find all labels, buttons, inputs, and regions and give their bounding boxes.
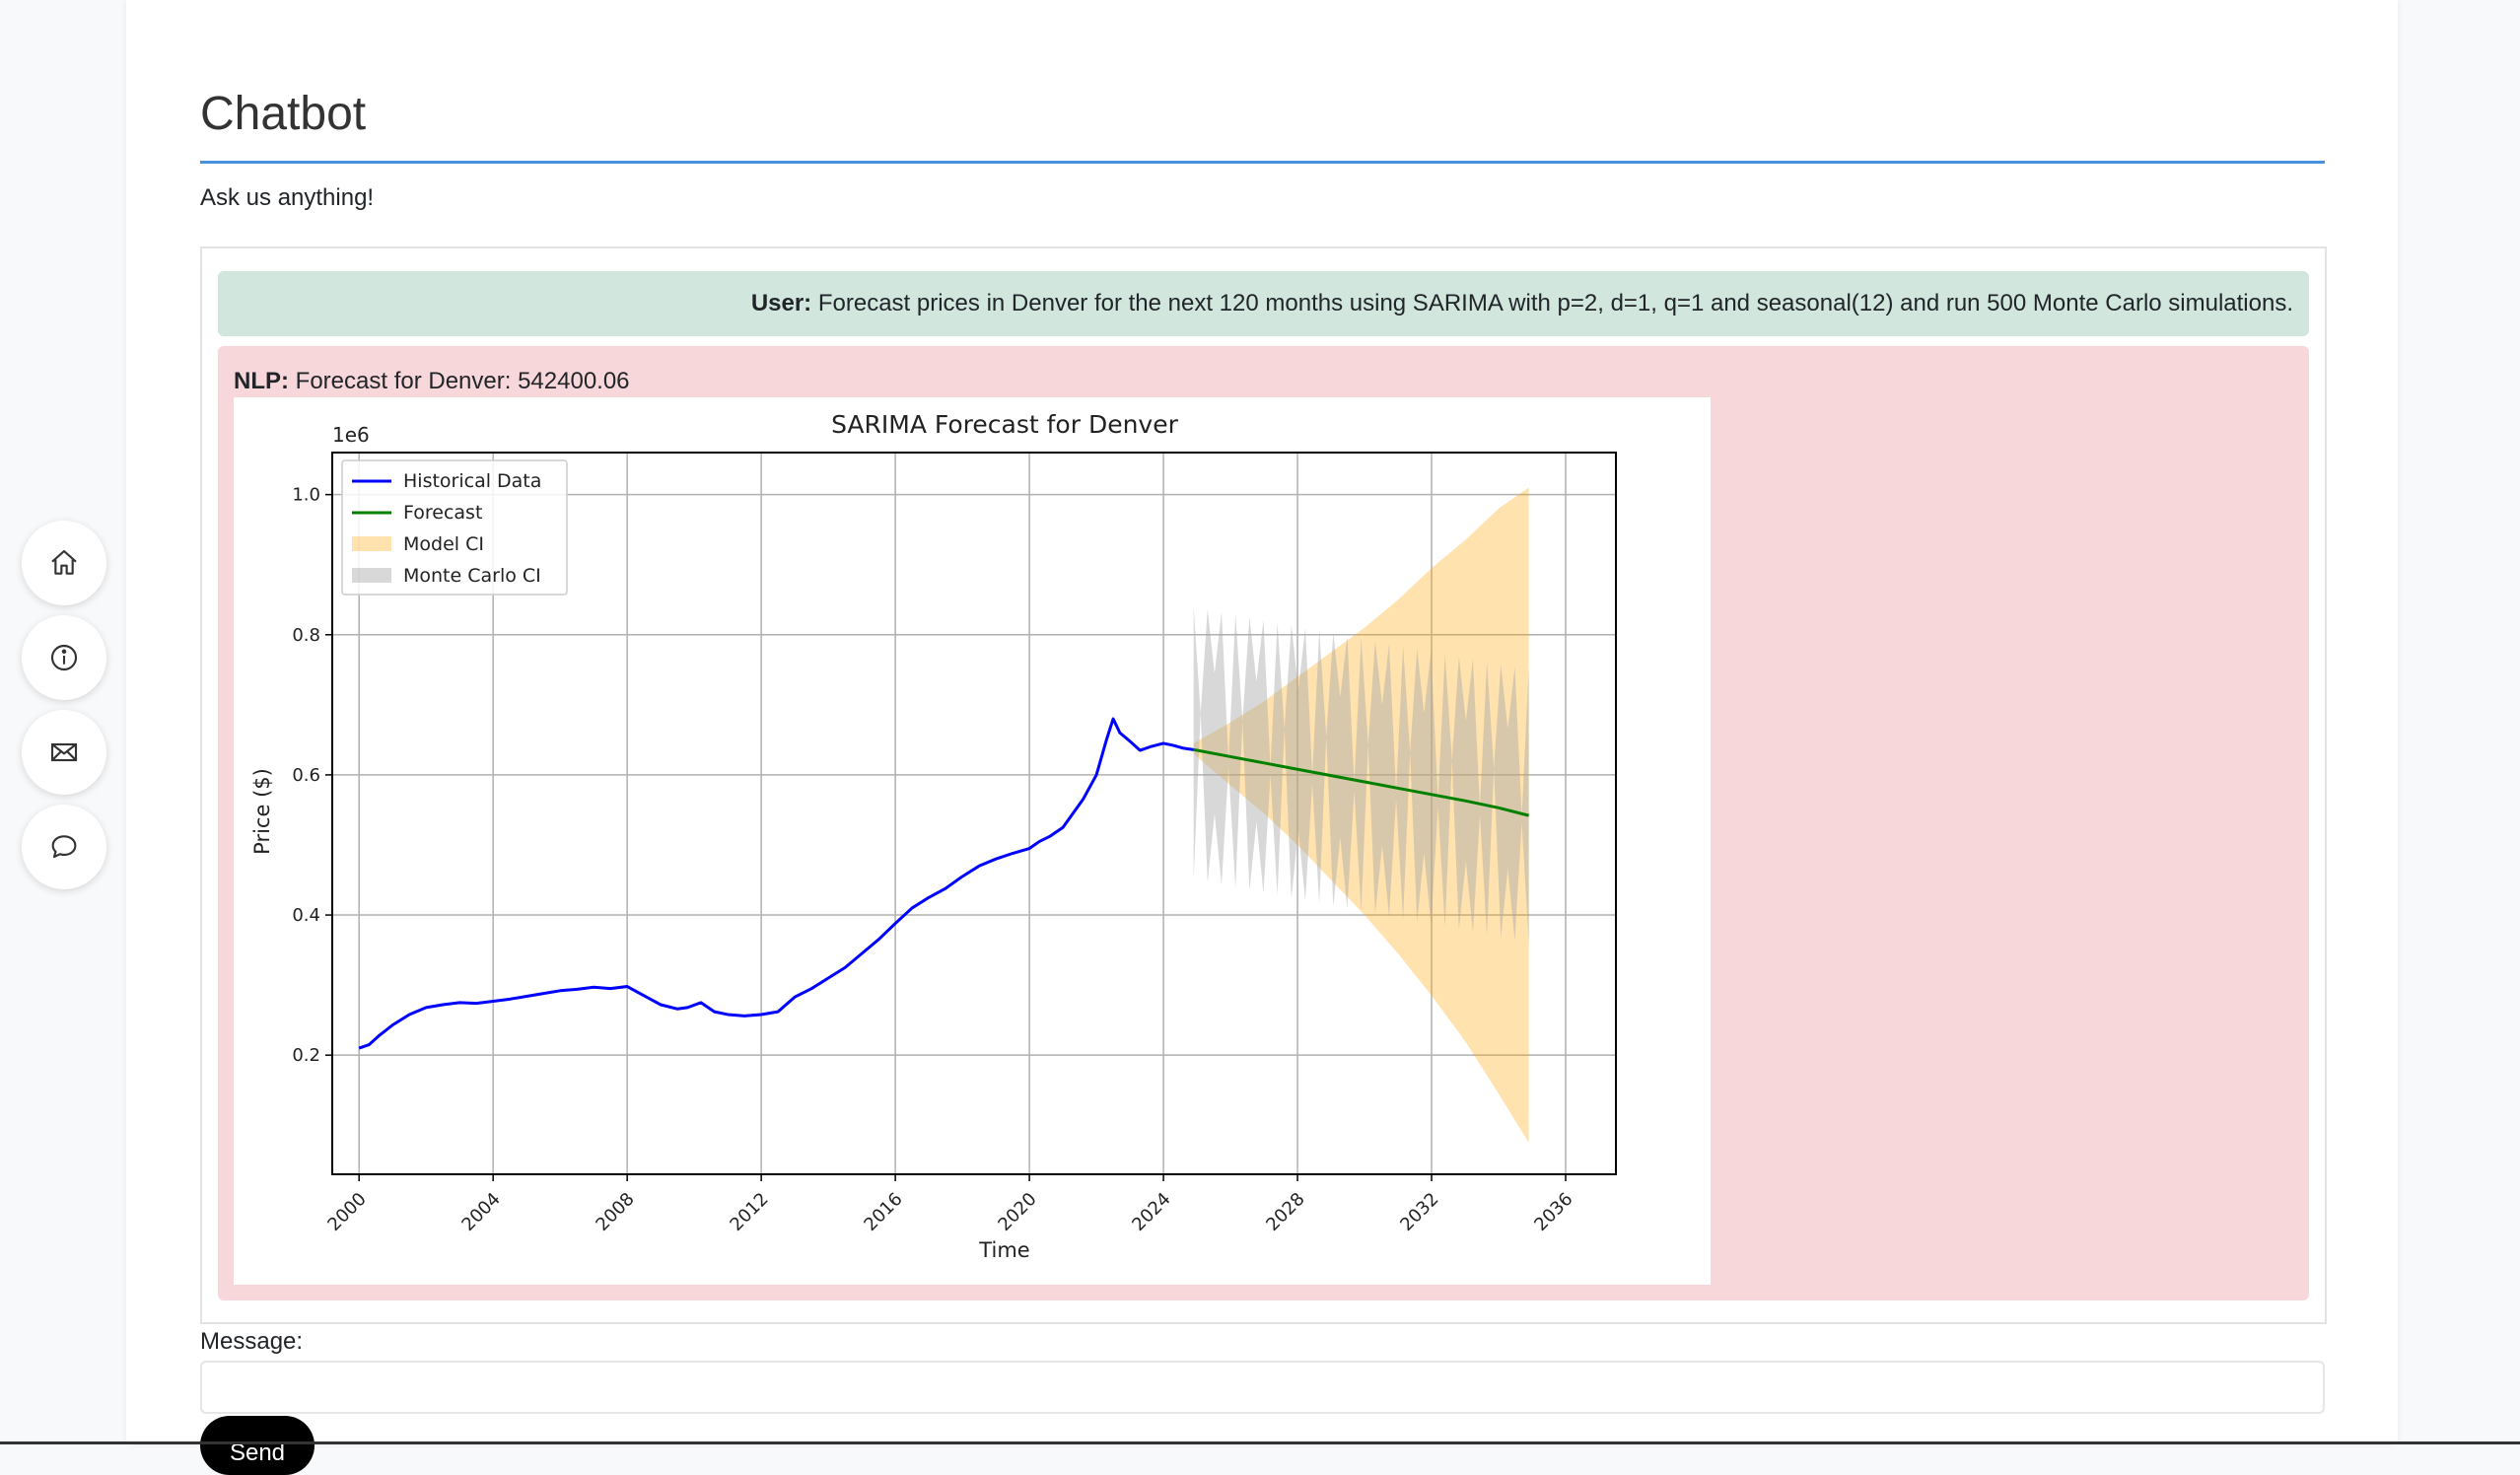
legend-swatch	[352, 536, 391, 551]
nav-home-button[interactable]	[22, 521, 106, 605]
page-subtitle: Ask us anything!	[200, 184, 375, 211]
page-title: Chatbot	[200, 88, 367, 140]
legend-swatch	[352, 568, 391, 583]
nav-chat-button[interactable]	[22, 805, 106, 889]
chart-legend: Historical Data Forecast Model CI Monte Car…	[341, 459, 568, 596]
monte-carlo-ci-band	[1193, 606, 1529, 944]
x-tick-label: 2008	[592, 1189, 638, 1235]
nav-info-button[interactable]	[22, 615, 106, 700]
chart-y-multiplier: 1e6	[332, 423, 370, 447]
forecast-line	[1193, 747, 1529, 817]
mail-icon	[50, 742, 78, 762]
y-tick-label: 0.2	[292, 1045, 320, 1066]
x-tick-label: 2028	[1262, 1189, 1308, 1235]
y-tick-label: 0.8	[292, 625, 320, 646]
user-speaker-label: User:	[750, 290, 812, 316]
x-tick-label: 2032	[1396, 1189, 1442, 1235]
x-tick-label: 2024	[1128, 1189, 1174, 1235]
user-message: User: Forecast prices in Denver for the …	[218, 271, 2309, 336]
legend-label: Model CI	[403, 533, 484, 555]
nav-mail-button[interactable]	[22, 710, 106, 795]
user-message-text: Forecast prices in Denver for the next 1…	[817, 290, 2293, 316]
y-tick-label: 1.0	[292, 485, 320, 506]
send-button[interactable]: Send	[200, 1416, 315, 1475]
x-tick-label: 2012	[726, 1189, 772, 1235]
message-input[interactable]	[200, 1361, 2325, 1414]
model-ci-band	[1193, 487, 1529, 1144]
x-tick-label: 2000	[323, 1189, 370, 1235]
info-icon	[50, 644, 78, 671]
x-tick-label: 2036	[1530, 1189, 1576, 1235]
y-tick-label: 0.6	[292, 765, 320, 786]
bot-message: NLP: Forecast for Denver: 542400.06 SARI…	[218, 346, 2309, 1300]
forecast-chart-image: SARIMA Forecast for Denver 1e6 Time Pric…	[234, 397, 1711, 1285]
bottom-border	[0, 1441, 2520, 1444]
legend-label: Monte Carlo CI	[403, 565, 541, 587]
x-tick-label: 2020	[994, 1189, 1040, 1235]
bot-message-text: Forecast for Denver: 542400.06	[295, 368, 630, 394]
chat-history[interactable]: User: Forecast prices in Denver for the …	[200, 246, 2327, 1324]
message-label: Message:	[200, 1328, 304, 1355]
plot-frame	[331, 452, 1617, 1175]
chart-y-axis-label: Price ($)	[250, 768, 274, 855]
home-icon	[51, 549, 77, 575]
chart-x-axis-label: Time	[978, 1238, 1029, 1262]
bot-speaker-label: NLP:	[234, 368, 289, 394]
forecast-chart: SARIMA Forecast for Denver 1e6 Time Pric…	[250, 410, 1617, 1262]
chart-title: SARIMA Forecast for Denver	[831, 410, 1179, 439]
historical-data-line	[358, 717, 1194, 1050]
x-tick-label: 2016	[860, 1189, 906, 1235]
legend-label: Forecast	[403, 502, 482, 524]
title-divider	[200, 161, 2325, 164]
y-tick-label: 0.4	[292, 905, 320, 926]
chat-icon	[51, 835, 77, 859]
x-tick-label: 2004	[457, 1189, 504, 1235]
legend-label: Historical Data	[403, 470, 541, 492]
legend-box	[341, 459, 568, 596]
